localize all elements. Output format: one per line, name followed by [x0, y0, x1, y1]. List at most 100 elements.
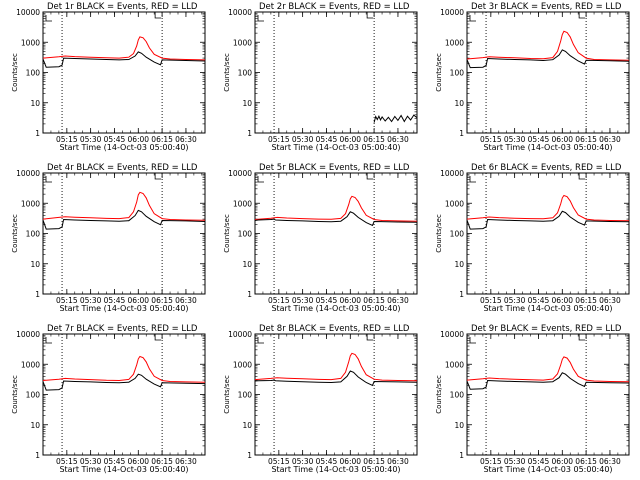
series-line-lld	[466, 30, 630, 61]
x-tick-label: 06:15	[151, 296, 173, 305]
x-tick-label: 05:30	[504, 296, 526, 305]
y-tick-label: 10000	[440, 169, 464, 178]
x-tick-label: 05:45	[316, 457, 338, 466]
series-line-events	[42, 373, 206, 391]
y-tick-label: 10	[242, 99, 252, 108]
chart-title: Det 1r BLACK = Events, RED = LLD	[47, 2, 198, 12]
x-tick-label: 05:30	[292, 296, 314, 305]
y-axis-label: Counts/sec	[223, 375, 231, 414]
x-tick-label: 05:15	[56, 296, 78, 305]
x-axis-label: Start Time (14-Oct-03 05:00:40)	[59, 143, 188, 152]
det-panel: Det 2r BLACK = Events, RED = LLD 1 10 100 10…	[223, 2, 418, 152]
series-line-lld	[254, 195, 418, 222]
x-tick-label: 05:45	[104, 457, 126, 466]
x-tick-label: 06:00	[551, 457, 573, 466]
y-tick-label: 100	[26, 69, 41, 78]
x-tick-label: 05:45	[528, 296, 550, 305]
bracket-mark-right	[578, 173, 586, 180]
y-tick-label: 1	[35, 129, 40, 138]
x-tick-label: 05:30	[80, 457, 102, 466]
plot-frame	[254, 333, 418, 456]
bracket-mark-right	[154, 12, 162, 19]
x-tick-label: 06:00	[339, 135, 361, 144]
x-tick-label: 06:15	[151, 135, 173, 144]
x-tick-label: 05:15	[56, 135, 78, 144]
y-tick-label: 1	[35, 451, 40, 460]
y-tick-label: 1000	[233, 360, 252, 369]
x-tick-label: 06:00	[339, 457, 361, 466]
x-tick-label: 05:30	[292, 457, 314, 466]
x-tick-label: 06:30	[387, 296, 409, 305]
x-tick-label: 06:15	[575, 457, 597, 466]
bracket-mark-left	[45, 337, 52, 344]
x-axis-label: Start Time (14-Oct-03 05:00:40)	[271, 304, 400, 313]
x-tick-label: 05:30	[504, 457, 526, 466]
y-tick-label: 10	[454, 421, 464, 430]
y-tick-label: 1000	[21, 360, 40, 369]
y-axis-label: Counts/sec	[11, 375, 19, 414]
x-tick-label: 06:15	[363, 296, 385, 305]
y-tick-label: 10	[242, 260, 252, 269]
x-tick-label: 05:45	[104, 296, 126, 305]
y-tick-label: 1	[35, 290, 40, 299]
x-tick-label: 05:15	[480, 457, 502, 466]
y-tick-label: 1000	[445, 38, 464, 47]
y-axis-label: Counts/sec	[223, 214, 231, 253]
x-tick-label: 06:00	[551, 135, 573, 144]
series-line-events	[254, 211, 418, 227]
det-panel: Det 6r BLACK = Events, RED = LLD 1 10 100 10…	[435, 163, 630, 313]
x-tick-label: 06:30	[599, 457, 621, 466]
y-tick-label: 10	[30, 260, 40, 269]
y-tick-label: 100	[450, 230, 465, 239]
chart-title: Det 5r BLACK = Events, RED = LLD	[259, 163, 410, 173]
det-panel: Det 9r BLACK = Events, RED = LLD 1 10 100 10…	[435, 324, 630, 474]
series-line-events	[42, 209, 206, 230]
bracket-mark-left	[469, 337, 476, 344]
x-tick-label: 05:15	[268, 296, 290, 305]
bracket-mark-right	[578, 12, 586, 19]
x-tick-label: 06:15	[363, 457, 385, 466]
bracket-mark-left	[45, 15, 52, 22]
bracket-mark-right	[366, 173, 374, 180]
series-line-lld	[42, 191, 206, 221]
y-tick-label: 100	[238, 391, 253, 400]
y-tick-label: 100	[26, 391, 41, 400]
x-tick-label: 05:30	[80, 296, 102, 305]
x-tick-label: 06:00	[127, 135, 149, 144]
y-tick-label: 10000	[16, 8, 40, 17]
y-tick-label: 1000	[233, 199, 252, 208]
y-tick-label: 10000	[228, 8, 252, 17]
x-tick-label: 06:15	[363, 135, 385, 144]
x-tick-label: 06:30	[387, 457, 409, 466]
det-panel: Det 4r BLACK = Events, RED = LLD 1 10 100 10…	[11, 163, 206, 313]
x-tick-label: 05:45	[528, 457, 550, 466]
y-tick-label: 1	[459, 290, 464, 299]
series-line-events	[466, 49, 630, 69]
x-tick-label: 06:30	[175, 457, 197, 466]
y-tick-label: 100	[238, 69, 253, 78]
bracket-mark-right	[154, 173, 162, 180]
y-axis-label: Counts/sec	[435, 214, 443, 253]
x-axis-label: Start Time (14-Oct-03 05:00:40)	[271, 465, 400, 474]
y-tick-label: 10	[242, 421, 252, 430]
x-tick-label: 06:00	[551, 296, 573, 305]
chart-title: Det 8r BLACK = Events, RED = LLD	[259, 324, 410, 334]
plot-frame	[42, 333, 206, 456]
bracket-mark-right	[578, 334, 586, 341]
y-tick-label: 100	[26, 230, 41, 239]
bracket-mark-left	[257, 15, 264, 22]
x-tick-label: 05:15	[268, 135, 290, 144]
bracket-mark-left	[469, 15, 476, 22]
chart-title: Det 9r BLACK = Events, RED = LLD	[471, 324, 622, 334]
plot-frame	[466, 11, 630, 134]
chart-title: Det 2r BLACK = Events, RED = LLD	[259, 2, 410, 12]
x-axis-label: Start Time (14-Oct-03 05:00:40)	[59, 304, 188, 313]
x-tick-label: 05:15	[56, 457, 78, 466]
y-tick-label: 1	[247, 290, 252, 299]
y-tick-label: 1	[247, 451, 252, 460]
y-axis-label: Counts/sec	[223, 53, 231, 92]
bracket-mark-right	[154, 334, 162, 341]
x-tick-label: 05:30	[80, 135, 102, 144]
x-tick-label: 06:30	[599, 135, 621, 144]
y-tick-label: 1	[247, 129, 252, 138]
